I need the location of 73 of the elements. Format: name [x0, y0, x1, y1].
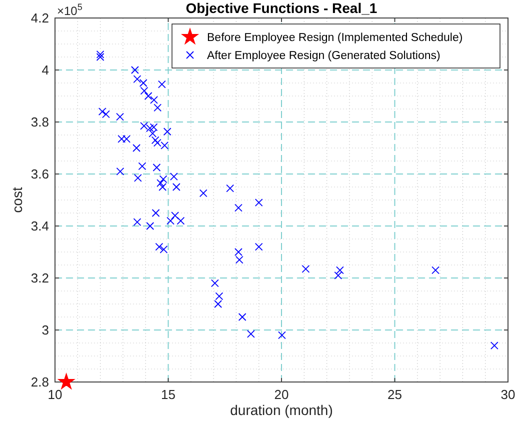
point	[134, 174, 142, 182]
point	[138, 162, 146, 170]
point	[170, 172, 178, 181]
point	[163, 128, 172, 136]
point	[140, 86, 148, 95]
y-tick-label: 3.2	[30, 270, 49, 286]
point	[176, 216, 185, 225]
y-tick-label: 4	[42, 62, 49, 78]
y-tick-label: 3.6	[30, 166, 49, 182]
chart-title: Objective Functions - Real_1	[186, 0, 378, 16]
point	[133, 75, 142, 84]
x-tick-label: 20	[274, 387, 289, 402]
y-tick-label: 3	[42, 322, 49, 338]
y-tick-label: 4.2	[30, 10, 49, 26]
point	[116, 112, 124, 121]
x-tick-label: 25	[388, 387, 402, 402]
point	[116, 167, 124, 176]
point	[278, 331, 286, 340]
point	[152, 209, 160, 217]
x-tick-label: 10	[48, 387, 62, 402]
point	[302, 264, 310, 273]
point	[158, 183, 167, 191]
point	[150, 123, 158, 132]
point	[246, 330, 255, 338]
point	[159, 175, 168, 184]
x-axis-title: duration (month)	[230, 402, 333, 418]
point	[160, 245, 168, 254]
point	[336, 266, 344, 274]
point	[146, 222, 154, 230]
point	[102, 110, 110, 118]
point	[432, 266, 440, 274]
point	[96, 50, 104, 58]
point	[154, 104, 162, 112]
point	[58, 374, 74, 389]
point	[210, 279, 219, 288]
point	[144, 92, 152, 100]
point	[166, 216, 174, 225]
point	[148, 129, 157, 138]
point	[235, 256, 244, 264]
point	[96, 53, 104, 61]
point	[214, 300, 222, 308]
x-tick-label: 30	[500, 387, 516, 402]
point	[152, 164, 161, 172]
point	[151, 136, 160, 144]
point	[156, 179, 164, 188]
x-tick-label: 15	[161, 387, 176, 402]
point	[132, 144, 140, 152]
y-tick-label: 3.8	[30, 114, 49, 130]
legend-label: After Employee Resign (Generated Solutions)	[207, 50, 440, 62]
y-tick-label: 3.4	[30, 218, 49, 234]
point	[139, 79, 148, 87]
point	[238, 313, 246, 321]
point	[226, 184, 234, 192]
legend-label: Before Employee Resign (Implemented Schedule)	[207, 32, 463, 44]
point	[131, 66, 139, 74]
point	[234, 248, 242, 256]
point	[98, 108, 106, 116]
point	[158, 80, 166, 88]
point	[490, 342, 498, 350]
point	[254, 242, 263, 251]
point	[155, 242, 164, 251]
point	[254, 198, 263, 207]
point	[150, 96, 158, 104]
y-axis-title: cost	[9, 187, 25, 213]
point	[334, 271, 342, 280]
annotation: ×10$^{5}$	[57, 2, 82, 18]
point	[171, 212, 179, 220]
point	[215, 292, 224, 300]
point	[199, 189, 208, 198]
point	[172, 183, 180, 191]
point	[133, 218, 142, 226]
y-tick-label: 2.8	[30, 374, 49, 390]
point	[234, 204, 242, 212]
